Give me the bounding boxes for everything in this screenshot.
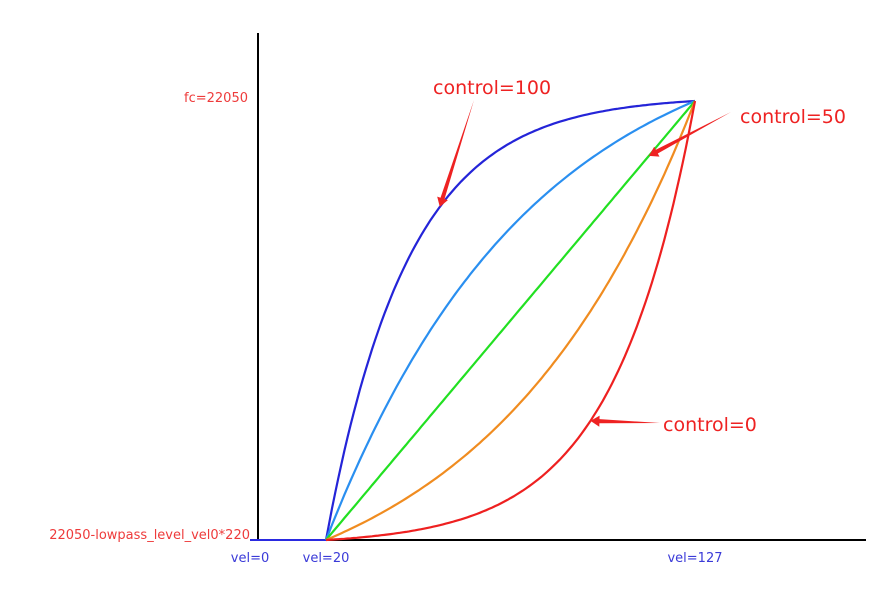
axes [257,33,866,541]
y-tick-label-top: fc=22050 [184,91,248,106]
x-tick-label-vel-127: vel=127 [667,551,722,566]
annotation-arrow-2 [590,415,660,427]
series-line-0 [324,99,696,541]
annotation-control-50: control=50 [740,106,846,128]
annotation-control-100: control=100 [433,77,551,99]
annotation-arrows [437,100,731,427]
x-tick-label-vel-0: vel=0 [231,551,269,566]
annotation-arrow-1 [648,112,731,157]
series-line-4 [325,100,697,542]
series-line-1 [324,99,696,541]
x-tick-label-vel-20: vel=20 [303,551,350,566]
annotation-arrow-0 [437,100,474,207]
y-tick-label-bottom: 22050-lowpass_level_vel0*220 [49,528,250,543]
series-line-2 [325,100,696,541]
series-line-3 [325,100,697,542]
series-group [250,99,697,542]
annotation-control-0: control=0 [663,414,757,436]
